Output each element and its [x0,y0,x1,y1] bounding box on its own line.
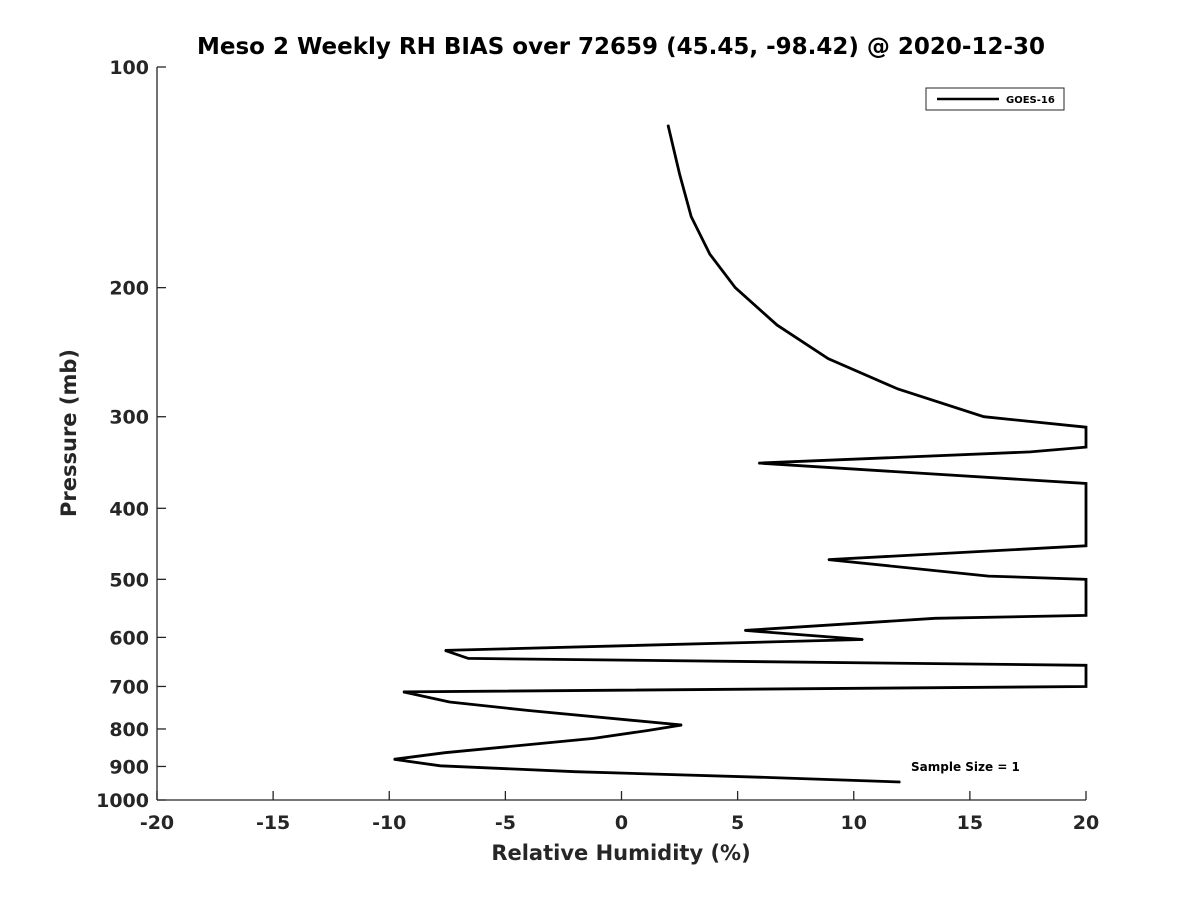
x-axis: -20 -15 -10 -5 0 5 10 15 20 [140,791,1099,834]
data-point [709,253,711,255]
y-tick-label: 100 [109,57,149,79]
x-tick-label: 5 [731,812,744,834]
x-tick-label: -15 [256,812,290,834]
data-point [593,737,595,740]
data-point [1085,685,1087,688]
data-point [444,649,446,652]
data-point [744,629,746,632]
x-tick-label: -20 [140,812,174,834]
data-point [1085,578,1087,580]
y-tick-label: 900 [109,756,149,778]
data-point [899,781,901,783]
y-tick-label: 200 [109,278,149,300]
x-tick-label: -10 [372,812,406,834]
y-tick-label: 500 [109,569,149,591]
data-point [1085,426,1087,428]
data-point [1085,446,1087,448]
data-point [983,416,985,418]
series-layer [393,124,1088,784]
data-point [757,462,760,464]
data-point [393,758,395,760]
y-tick-label: 400 [109,498,149,520]
data-point [646,730,648,732]
data-point [987,575,990,577]
legend-label: GOES-16 [1006,95,1055,106]
y-tick-label: 1000 [96,790,149,812]
y-axis: 100 200 300 400 500 600 700 800 900 1000 [96,57,166,812]
data-point [681,724,683,726]
data-point [1085,664,1087,666]
y-tick-label: 700 [109,676,149,698]
y-tick-label: 800 [109,719,149,741]
y-axis-label: Pressure (mb) [57,349,81,517]
data-point [862,638,864,641]
data-point [467,657,469,660]
data-point [1085,545,1087,547]
data-point [1085,614,1087,617]
data-point [897,388,899,390]
x-tick-label: 10 [841,812,867,834]
x-axis-label: Relative Humidity (%) [491,841,750,865]
x-tick-label: 20 [1073,812,1099,834]
data-point [439,765,441,767]
data-point [1085,482,1087,485]
data-point [776,324,778,326]
data-point [827,559,829,561]
data-point [449,701,451,703]
x-tick-label: 0 [615,812,628,834]
plot-area: -20 -15 -10 -5 0 5 10 15 20 100 200 300 400 500 600 70… [96,57,1099,834]
data-point [574,771,576,773]
data-point [679,173,681,175]
data-point [827,358,829,360]
x-tick-label: -5 [495,812,516,834]
data-point [667,124,669,126]
x-tick-label: 15 [957,812,983,834]
data-point [528,709,530,712]
series-line [393,124,1088,784]
data-point [444,752,446,754]
y-tick-label: 600 [109,627,149,649]
data-point [771,777,774,779]
data-point [402,691,404,693]
chart-title: Meso 2 Weekly RH BIAS over 72659 (45.45,… [197,34,1045,60]
sample-size-annotation: Sample Size = 1 [911,760,1020,774]
data-point [934,617,936,619]
data-point [1029,451,1031,453]
data-point [690,216,692,218]
data-point [734,287,736,289]
y-tick-label: 300 [109,407,149,429]
legend: GOES-16 [925,87,1065,111]
